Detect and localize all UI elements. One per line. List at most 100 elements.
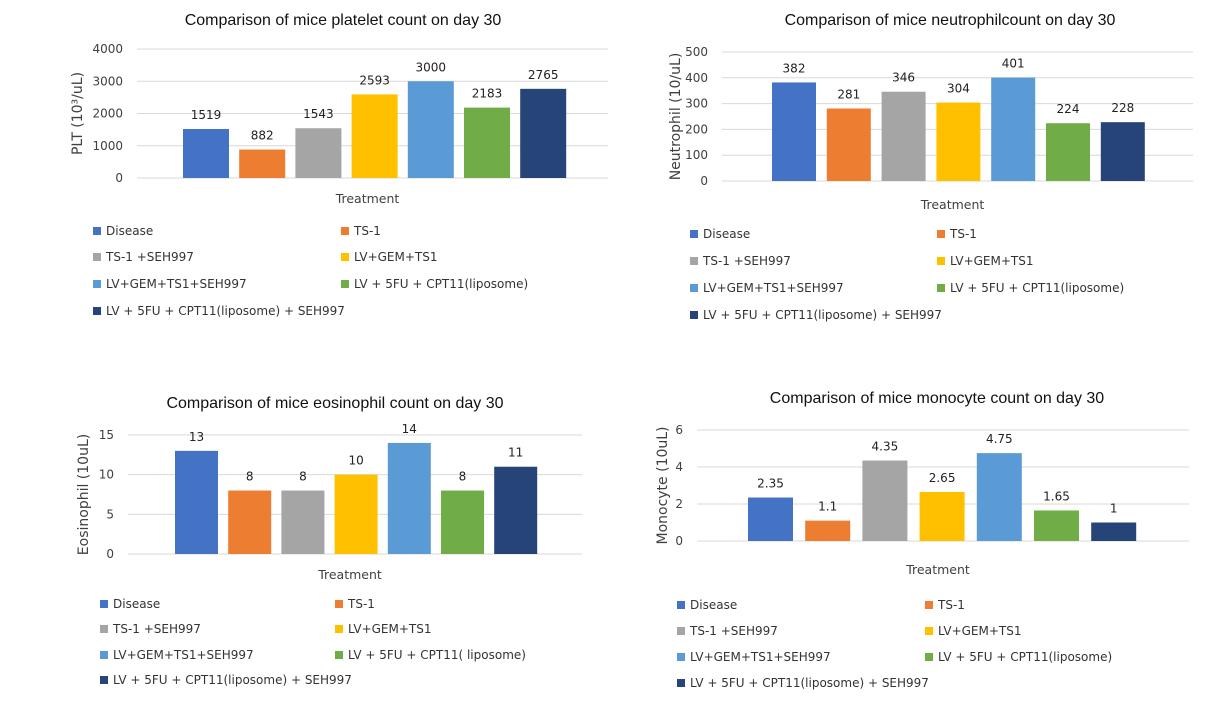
data-label: 882 bbox=[251, 129, 274, 143]
legend-swatch bbox=[100, 625, 108, 633]
y-tick-label: 15 bbox=[99, 428, 114, 442]
data-label: 1 bbox=[1110, 502, 1118, 516]
legend-item: Disease bbox=[106, 224, 153, 238]
legend: Disease TS-1 TS-1 +SEH997 LV+GEM+TS1 LV+GEM+… bbox=[690, 227, 1124, 322]
legend-swatch bbox=[690, 257, 698, 265]
legend-item: Disease bbox=[690, 598, 737, 612]
y-tick-label: 10 bbox=[99, 468, 114, 482]
y-tick-label: 400 bbox=[685, 71, 708, 85]
x-axis-label: Treatment bbox=[920, 197, 985, 212]
bar bbox=[520, 88, 567, 178]
legend-item: LV + 5FU + CPT11(liposome) bbox=[950, 281, 1124, 295]
legend-item: TS-1 bbox=[937, 598, 965, 612]
bar bbox=[1034, 510, 1079, 541]
legend-swatch bbox=[937, 284, 945, 292]
data-label: 11 bbox=[508, 446, 523, 460]
bar bbox=[295, 128, 342, 178]
bar bbox=[183, 129, 229, 178]
legend-item: LV + 5FU + CPT11(liposome) bbox=[354, 277, 528, 291]
data-label: 3000 bbox=[416, 60, 447, 74]
x-axis-label: Treatment bbox=[317, 567, 382, 582]
chart-platelet: Comparison of mice platelet count on day… bbox=[70, 12, 608, 318]
legend-swatch bbox=[677, 601, 685, 609]
data-label: 13 bbox=[189, 430, 204, 444]
bar bbox=[1046, 123, 1090, 181]
legend-item: TS-1 bbox=[353, 224, 381, 238]
legend-item: TS-1 +SEH997 bbox=[112, 622, 201, 636]
legend-swatch bbox=[677, 627, 685, 635]
y-tick-label: 300 bbox=[685, 97, 708, 111]
legend: Disease TS-1 TS-1 +SEH997 LV+GEM+TS1 LV+GEM+… bbox=[93, 224, 528, 318]
legend-swatch bbox=[690, 230, 698, 238]
legend-swatch bbox=[937, 257, 945, 265]
legend-swatch bbox=[93, 307, 101, 315]
legend-item: LV + 5FU + CPT11(liposome) + SEH997 bbox=[690, 676, 929, 690]
legend-swatch bbox=[100, 600, 108, 608]
data-label: 8 bbox=[246, 470, 254, 484]
bar bbox=[805, 520, 851, 541]
bar bbox=[748, 497, 793, 541]
bar bbox=[387, 442, 431, 554]
y-axis-label: Neutrophil (10/uL) bbox=[668, 53, 684, 181]
legend-swatch bbox=[93, 253, 101, 261]
legend-swatch bbox=[690, 284, 698, 292]
data-label: 8 bbox=[459, 470, 467, 484]
bar bbox=[494, 466, 538, 554]
legend-item: LV+GEM+TS1+SEH997 bbox=[690, 650, 831, 664]
legend-swatch bbox=[690, 311, 698, 319]
legend-item: LV+GEM+TS1+SEH997 bbox=[703, 281, 844, 295]
data-label: 2.35 bbox=[757, 477, 784, 491]
legend-swatch bbox=[937, 230, 945, 238]
bar bbox=[281, 490, 325, 554]
y-tick-label: 0 bbox=[106, 547, 114, 561]
bar bbox=[936, 102, 981, 181]
data-label: 224 bbox=[1057, 102, 1080, 116]
legend-item: LV + 5FU + CPT11(liposome) bbox=[938, 650, 1112, 664]
bar bbox=[991, 77, 1036, 181]
chart-eosinophil: Comparison of mice eosinophil count on d… bbox=[76, 395, 582, 687]
legend-swatch bbox=[341, 280, 349, 288]
bar bbox=[772, 82, 816, 181]
bar bbox=[334, 474, 378, 554]
legend-item: Disease bbox=[113, 597, 160, 611]
bar bbox=[976, 453, 1022, 541]
bar bbox=[175, 450, 218, 554]
legend-swatch bbox=[100, 676, 108, 684]
data-label: 1543 bbox=[303, 107, 334, 121]
y-axis-label: Eosinophil (10uL) bbox=[76, 434, 92, 555]
bar bbox=[239, 149, 286, 178]
bar bbox=[826, 108, 871, 181]
data-label: 382 bbox=[783, 61, 806, 75]
y-tick-label: 0 bbox=[700, 174, 708, 188]
data-label: 10 bbox=[348, 454, 363, 468]
legend-item: LV + 5FU + CPT11(liposome) + SEH997 bbox=[106, 304, 345, 318]
bar bbox=[228, 490, 272, 554]
legend-item: LV+GEM+TS1 bbox=[348, 622, 432, 636]
bar bbox=[351, 94, 398, 178]
y-tick-label: 4000 bbox=[92, 42, 123, 56]
data-label: 401 bbox=[1002, 57, 1025, 71]
y-tick-label: 200 bbox=[685, 122, 708, 136]
chart-title: Comparison of mice eosinophil count on d… bbox=[166, 395, 503, 412]
bar bbox=[441, 490, 484, 554]
y-tick-label: 100 bbox=[685, 148, 708, 162]
y-axis-label: Monocyte (10uL) bbox=[655, 426, 671, 544]
chart-title: Comparison of mice monocyte count on day… bbox=[770, 390, 1105, 407]
legend-swatch bbox=[341, 253, 349, 261]
y-tick-label: 6 bbox=[675, 423, 683, 437]
data-label: 1.1 bbox=[818, 500, 837, 514]
data-label: 346 bbox=[892, 71, 915, 85]
legend-swatch bbox=[925, 601, 933, 609]
y-tick-label: 2 bbox=[675, 497, 683, 511]
legend-item: TS-1 +SEH997 bbox=[702, 254, 791, 268]
y-tick-label: 4 bbox=[675, 460, 683, 474]
chart-monocyte: Comparison of mice monocyte count on day… bbox=[655, 390, 1189, 690]
y-tick-label: 5 bbox=[106, 507, 114, 521]
data-label: 1519 bbox=[191, 108, 222, 122]
data-label: 281 bbox=[837, 88, 860, 102]
legend-swatch bbox=[335, 600, 343, 608]
legend-item: LV + 5FU + CPT11(liposome) + SEH997 bbox=[703, 308, 942, 322]
data-label: 14 bbox=[402, 422, 417, 436]
legend-item: LV+GEM+TS1+SEH997 bbox=[106, 277, 247, 291]
